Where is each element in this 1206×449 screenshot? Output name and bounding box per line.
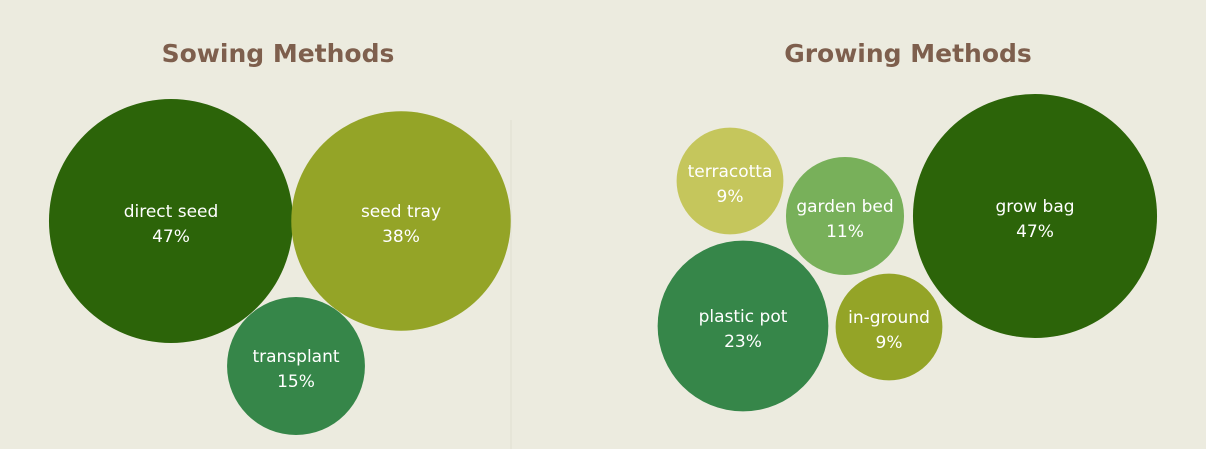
transplant-value: 15% (277, 372, 315, 392)
plastic-pot-label: plastic pot (699, 307, 788, 327)
seed-tray-label: seed tray (361, 202, 441, 222)
plastic-pot-value: 23% (724, 332, 762, 352)
direct-seed-bubble (48, 98, 294, 344)
terracotta-value: 9% (717, 187, 744, 207)
grow-bag-value: 47% (1016, 222, 1054, 242)
transplant-label: transplant (252, 347, 339, 367)
sowing-methods-title: Sowing Methods (162, 39, 395, 68)
garden-bed-label: garden bed (796, 197, 893, 217)
garden-bed-value: 11% (826, 222, 864, 242)
seed-tray-bubble (291, 111, 511, 331)
direct-seed-value: 47% (152, 227, 190, 247)
growing-bubbles: terracotta 9% garden bed 11% grow bag 47% plas… (657, 93, 1158, 412)
grow-bag-label: grow bag (995, 197, 1074, 217)
in-ground-label: in-ground (848, 308, 930, 328)
plastic-pot-bubble (657, 240, 829, 412)
direct-seed-label: direct seed (124, 202, 219, 222)
in-ground-value: 9% (876, 333, 903, 353)
sowing-bubbles: direct seed 47% seed tray 38% transplant 15% (48, 98, 511, 435)
terracotta-bubble (676, 127, 784, 235)
garden-bed-bubble (785, 156, 905, 276)
seed-tray-value: 38% (382, 227, 420, 247)
terracotta-label: terracotta (688, 162, 773, 182)
in-ground-bubble (835, 273, 943, 381)
grow-bag-bubble (912, 93, 1158, 339)
transplant-bubble (227, 297, 365, 435)
growing-methods-title: Growing Methods (784, 39, 1032, 68)
